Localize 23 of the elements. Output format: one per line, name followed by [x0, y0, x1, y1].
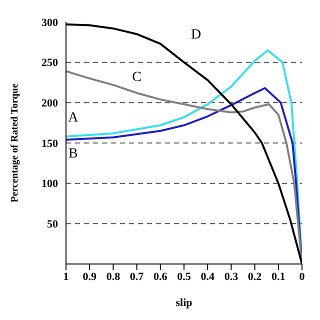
x-tick-label: 0.1	[272, 270, 286, 283]
x-tick-label: 0.4	[200, 270, 215, 283]
y-tick-label: 250	[42, 57, 58, 70]
y-axis-title: Percentage of Rated Torque	[10, 83, 21, 202]
x-tick-label: 0	[299, 270, 306, 283]
series-label: C	[132, 70, 142, 85]
y-tick-label: 50	[47, 218, 58, 231]
series-label: D	[190, 27, 202, 42]
x-tick-label: 0.7	[130, 270, 144, 283]
x-tick-label: 0.8	[106, 270, 121, 283]
x-tick-label: 0.9	[82, 270, 97, 283]
series-label: B	[68, 146, 78, 162]
x-tick-label: 0.2	[248, 270, 262, 283]
y-tick-label: 200	[42, 98, 58, 110]
y-tick-label: 150	[42, 138, 58, 150]
y-tick-label: 100	[42, 178, 58, 190]
x-axis-title: slip	[176, 297, 192, 309]
y-tick-label: 300	[42, 16, 58, 29]
x-tick-label: 0.3	[224, 270, 239, 283]
x-tick-label: 1	[63, 270, 69, 283]
x-tick-label: 0.5	[177, 270, 192, 283]
x-tick-label: 0.6	[154, 270, 168, 283]
series-label: A	[68, 110, 80, 126]
